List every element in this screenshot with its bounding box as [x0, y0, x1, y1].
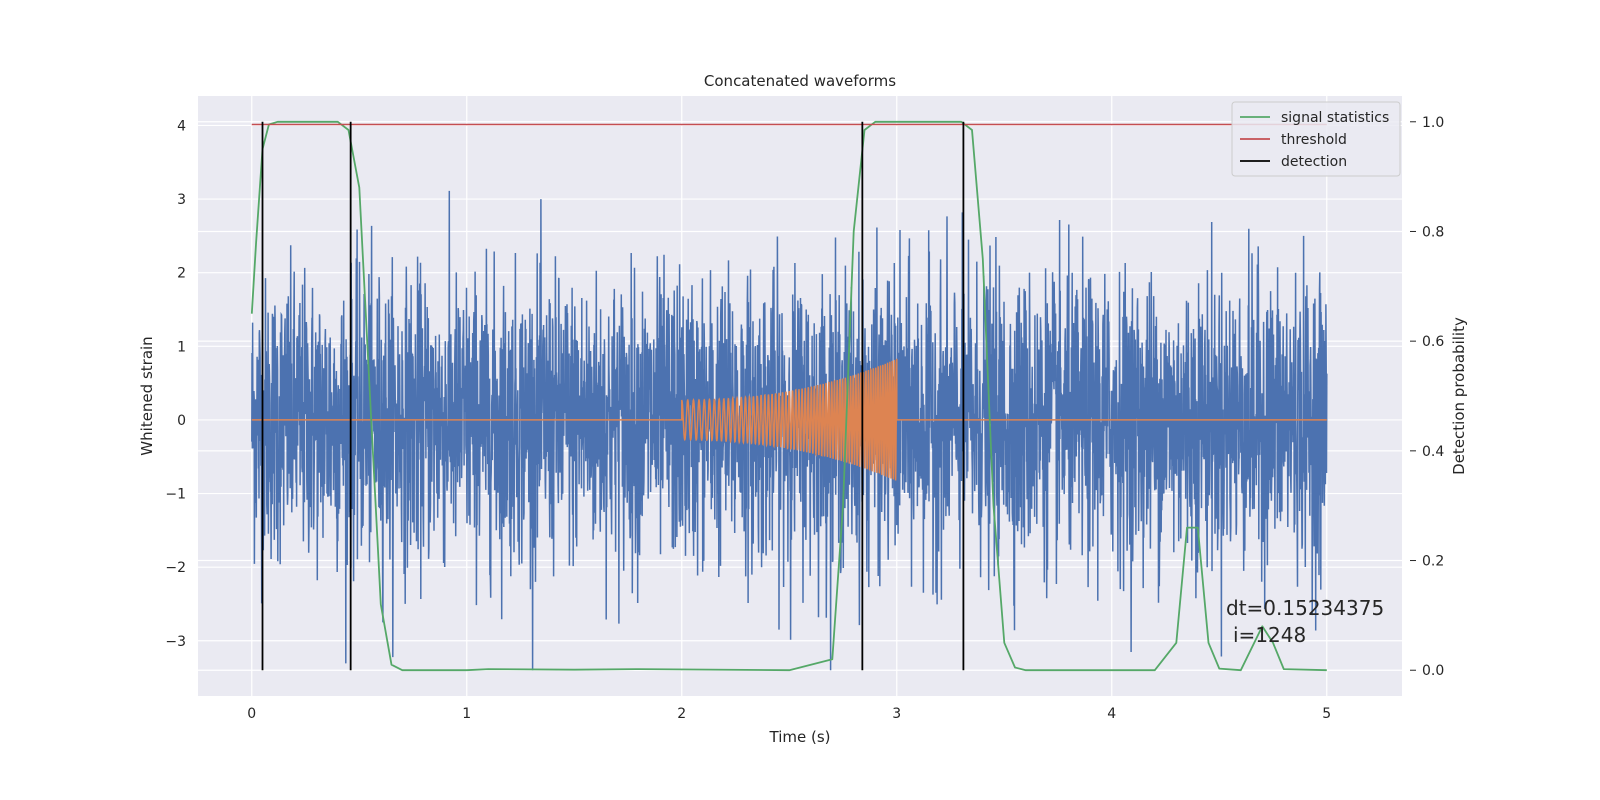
y-tick-label: −2 — [165, 560, 186, 576]
signal-statistics-series — [250, 120, 1327, 672]
y-tick-label: 4 — [177, 118, 186, 134]
y-tick-label: 3 — [177, 192, 186, 208]
annotation-index: i=1248 — [1233, 623, 1306, 647]
y2-tick-label: 0.8 — [1422, 224, 1444, 240]
x-axis-label: Time (s) — [769, 728, 831, 746]
y2-tick-label: 0.6 — [1422, 334, 1444, 350]
strain-line — [251, 190, 1328, 671]
strain-series — [251, 190, 1328, 671]
legend: signal statistics threshold detection — [1231, 101, 1401, 177]
annotation-dt: dt=0.15234375 — [1226, 596, 1384, 620]
legend-box — [1231, 101, 1401, 177]
y2-tick-label: 0.4 — [1422, 444, 1444, 460]
detection-lines — [261, 121, 965, 671]
legend-label-signal-statistics: signal statistics — [1281, 110, 1389, 126]
waveform-series — [251, 358, 1327, 481]
y2-tick-label: 1.0 — [1422, 115, 1444, 131]
x-tick-label: 5 — [1322, 706, 1331, 722]
x-tick-label: 1 — [462, 706, 471, 722]
y2-tick-labels: 1.0 0.8 0.6 0.4 0.2 0.0 — [1410, 115, 1444, 679]
y2-tick-label: 0.0 — [1422, 663, 1444, 679]
y-tick-label: 2 — [177, 266, 186, 282]
x-tick-label: 0 — [247, 706, 256, 722]
chart-title: Concatenated waveforms — [704, 72, 896, 90]
y-tick-labels: 4 3 2 1 0 −1 −2 −3 — [165, 118, 186, 649]
y-tick-label: −3 — [165, 634, 186, 650]
x-tick-label: 3 — [892, 706, 901, 722]
x-tick-labels: 0 1 2 3 4 5 — [247, 706, 1331, 722]
legend-label-detection: detection — [1281, 154, 1347, 170]
y2-axis-label: Detection probability — [1450, 317, 1468, 475]
signal-statistics-line — [250, 120, 1327, 672]
waveform-line — [251, 358, 1327, 481]
y2-tick-label: 0.2 — [1422, 554, 1444, 570]
y-axis-label: Whitened strain — [138, 336, 156, 455]
y-tick-label: −1 — [165, 487, 186, 503]
x-tick-label: 2 — [677, 706, 686, 722]
y-tick-label: 0 — [177, 413, 186, 429]
x-tick-label: 4 — [1107, 706, 1116, 722]
y-tick-label: 1 — [177, 339, 186, 355]
legend-label-threshold: threshold — [1281, 132, 1347, 148]
